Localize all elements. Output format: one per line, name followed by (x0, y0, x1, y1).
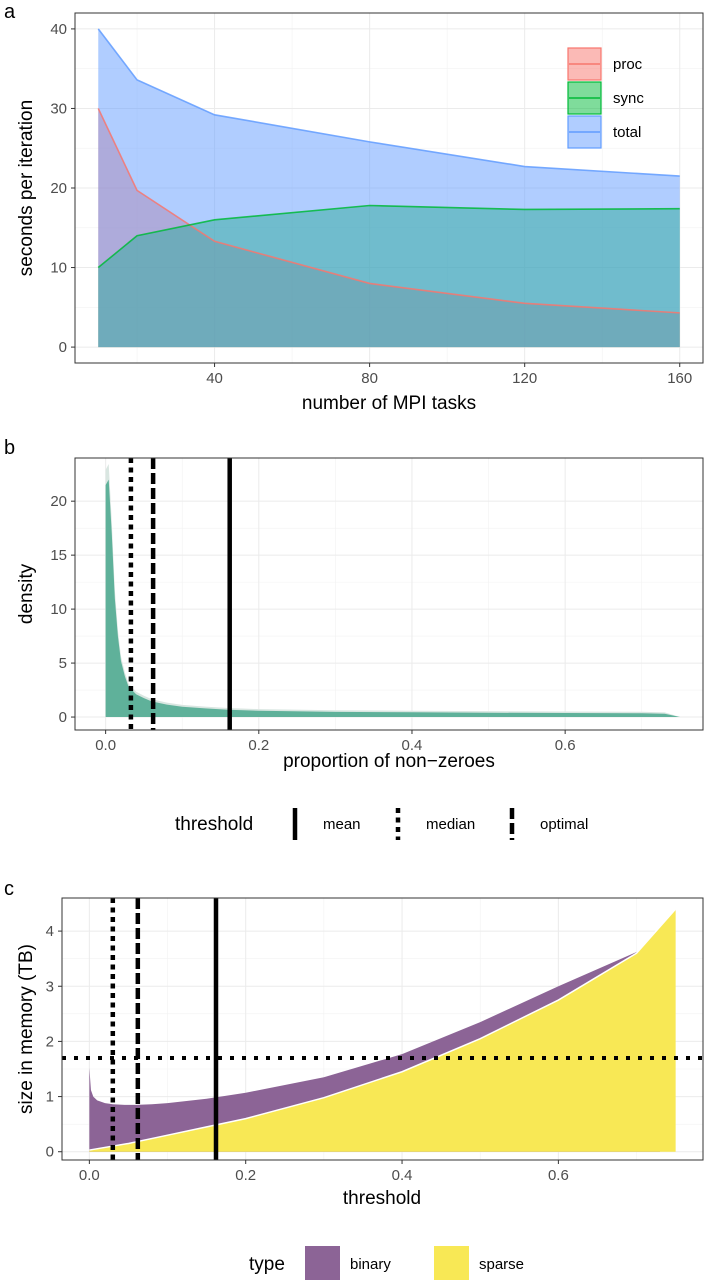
panel-c-ytick-label: 4 (46, 923, 54, 940)
threshold-legend-title: threshold (175, 814, 253, 835)
panel-c-reference-lines (62, 898, 703, 1160)
panel-a-ytick-label: 20 (50, 180, 67, 197)
legend-key-binary (305, 1246, 340, 1280)
panel-c-xtick-label: 0.4 (392, 1167, 413, 1184)
area-total (98, 28, 680, 348)
panel-c-xtick-label: 0.6 (548, 1167, 569, 1184)
panel-b-grid (75, 458, 703, 730)
panel-b-ytick-label: 5 (59, 655, 67, 672)
legend-key-sparse (434, 1246, 469, 1280)
panel-c-ytick-label: 1 (46, 1089, 54, 1106)
legend-label-median: median (426, 816, 475, 833)
panel-c-letter: c (4, 878, 14, 900)
panel-c-xtick-label: 0.0 (79, 1167, 100, 1184)
legend-label-binary: binary (350, 1256, 391, 1273)
sparse-edge-line (89, 908, 677, 1151)
type-legend: type binary sparse (249, 1246, 524, 1280)
panel-c: c 0.0 0.2 0.4 0.6 0 1 2 3 4 threshold size in me… (4, 878, 704, 1280)
panel-b-xtick-label: 0.0 (95, 737, 116, 754)
panel-b-ytick-label: 15 (50, 547, 67, 564)
panel-b-ytick-label: 10 (50, 601, 67, 618)
panel-a-areas (97, 28, 680, 348)
panel-a: a 40 80 120 160 0 10 20 30 40 number of MPI task… (4, 1, 704, 414)
legend-label-sparse: sparse (479, 1256, 524, 1273)
panel-b-areas (105, 464, 681, 718)
panel-c-ytick-label: 2 (46, 1033, 54, 1050)
panel-b-ytick-label: 20 (50, 493, 67, 510)
line-sync (97, 204, 680, 269)
line-total (97, 28, 680, 177)
panel-a-xlabel: number of MPI tasks (302, 393, 476, 414)
legend-label-mean: mean (323, 816, 361, 833)
panel-b-xtick-label: 0.2 (248, 737, 269, 754)
panel-a-ylabel: seconds per iteration (16, 100, 37, 276)
panel-a-ytick-label: 30 (50, 100, 67, 117)
panel-b-xtick-label: 0.6 (555, 737, 576, 754)
panel-a-legend: proc sync total (567, 47, 644, 149)
threshold-legend: threshold mean median optimal (175, 808, 588, 840)
panel-c-frame (61, 897, 704, 1161)
panel-c-xlabel: threshold (343, 1188, 421, 1209)
panel-a-ytick-label: 40 (50, 21, 67, 38)
panel-c-ticks: 0.0 0.2 0.4 0.6 0 1 2 3 4 (46, 923, 569, 1184)
area-sparse (89, 909, 676, 1152)
panel-a-letter: a (4, 1, 16, 23)
panel-b-letter: b (4, 437, 15, 459)
density-ribbon (105, 464, 681, 718)
panel-b: b 0.0 0.2 0.4 0.6 0 5 10 15 20 proportion of non… (4, 437, 704, 840)
legend-label-sync: sync (613, 90, 644, 107)
panel-b-xtick-label: 0.4 (402, 737, 423, 754)
panel-c-areas (89, 908, 677, 1152)
panel-b-frame (74, 457, 704, 731)
panel-a-xtick-label: 40 (206, 370, 223, 387)
legend-label-optimal: optimal (540, 816, 588, 833)
panel-c-ylabel: size in memory (TB) (16, 944, 37, 1114)
type-legend-title: type (249, 1254, 285, 1275)
panel-a-xtick-label: 80 (361, 370, 378, 387)
legend-label-total: total (613, 124, 641, 141)
panel-b-ylabel: density (16, 563, 37, 624)
panel-a-xtick-label: 160 (667, 370, 692, 387)
density-area (105, 479, 681, 718)
line-proc (97, 108, 680, 314)
panel-c-ytick-label: 3 (46, 978, 54, 995)
legend-label-proc: proc (613, 56, 643, 73)
panel-a-ticks: 40 80 120 160 0 10 20 30 40 (50, 21, 692, 387)
panel-a-ytick-label: 0 (59, 339, 67, 356)
panel-b-ytick-label: 0 (59, 709, 67, 726)
panel-b-xlabel: proportion of non−zeroes (283, 751, 495, 772)
panel-c-ytick-label: 0 (46, 1144, 54, 1161)
panel-c-xtick-label: 0.2 (235, 1167, 256, 1184)
panel-a-ytick-label: 10 (50, 260, 67, 277)
panel-b-threshold-lines (128, 458, 232, 730)
panel-a-xtick-label: 120 (512, 370, 537, 387)
panel-b-ticks: 0.0 0.2 0.4 0.6 0 5 10 15 20 (50, 493, 575, 754)
